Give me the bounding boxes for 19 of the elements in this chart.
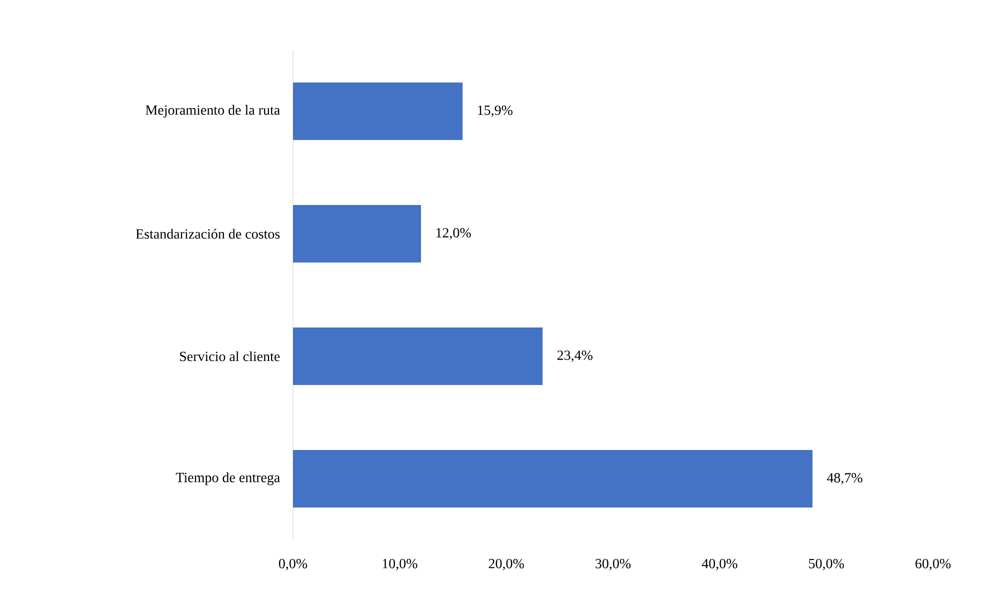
x-tick-label: 40,0%	[702, 558, 738, 570]
bar	[293, 327, 543, 386]
bar	[293, 450, 812, 508]
y-tick-label: Estandarización de costos	[136, 228, 280, 239]
bar	[293, 204, 422, 263]
x-tick-label: 20,0%	[488, 558, 524, 570]
x-tick-label: 30,0%	[596, 558, 631, 570]
data-label: 15,9%	[478, 106, 512, 117]
x-tick-label: 50,0%	[809, 558, 844, 570]
x-tick-label: 10,0%	[382, 558, 418, 570]
y-tick-label: Tiempo de entrega	[176, 472, 280, 486]
x-tick-label: 60,0%	[916, 558, 951, 570]
data-label: 48,7%	[826, 473, 862, 484]
data-label: 12,0%	[436, 228, 471, 240]
y-tick-label: Servicio al cliente	[180, 351, 280, 362]
x-tick-label: 0,0%	[278, 558, 308, 570]
data-label: 23,4%	[557, 350, 592, 362]
y-tick-label: Mejoramiento de la ruta	[146, 104, 280, 118]
bar	[293, 82, 463, 140]
